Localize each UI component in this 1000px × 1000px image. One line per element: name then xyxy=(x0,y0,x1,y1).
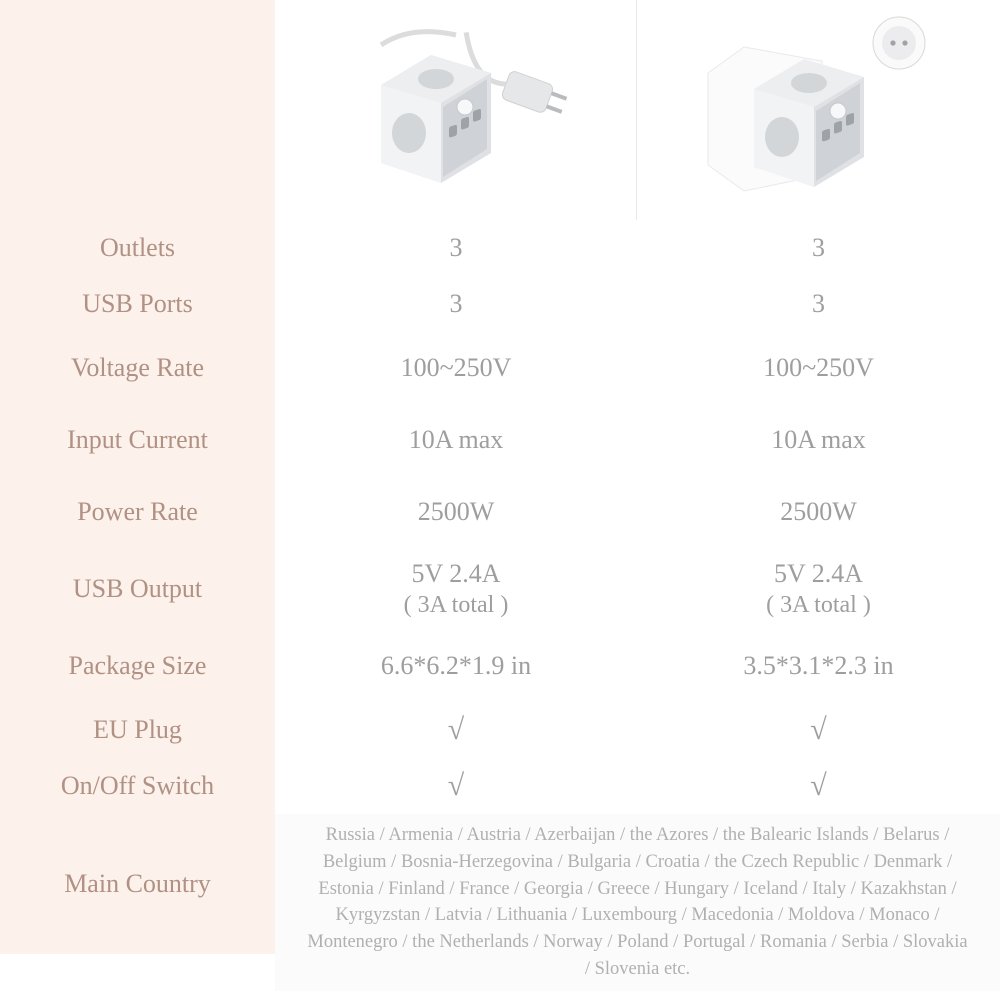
label-outlets: Outlets xyxy=(0,220,275,276)
p2-eu-plug: √ xyxy=(637,702,1000,758)
p1-input-current: 10A max xyxy=(275,404,637,476)
p1-usb-output: 5V 2.4A ( 3A total ) xyxy=(275,548,637,630)
cube-with-cord-icon xyxy=(321,15,591,205)
p2-usb-ports: 3 xyxy=(637,276,1000,332)
p1-usb-output-l2: ( 3A total ) xyxy=(404,590,509,620)
label-onoff: On/Off Switch xyxy=(0,758,275,814)
check-icon: √ xyxy=(448,711,464,749)
p2-usb-output: 5V 2.4A ( 3A total ) xyxy=(637,548,1000,630)
cube-wall-plug-icon xyxy=(684,15,954,205)
check-icon: √ xyxy=(448,767,464,805)
comparison-table: Outlets 3 3 USB Ports 3 3 Voltage Rate 1… xyxy=(0,0,1000,991)
p2-usb-output-l2: ( 3A total ) xyxy=(766,590,871,620)
p2-voltage: 100~250V xyxy=(637,332,1000,404)
label-input-current: Input Current xyxy=(0,404,275,476)
product2-image xyxy=(637,0,1000,220)
header-blank xyxy=(0,0,275,220)
label-main-country: Main Country xyxy=(0,814,275,954)
p1-usb-ports: 3 xyxy=(275,276,637,332)
main-country-list: Russia / Armenia / Austria / Azerbaijan … xyxy=(275,814,1000,991)
p2-input-current: 10A max xyxy=(637,404,1000,476)
p1-outlets: 3 xyxy=(275,220,637,276)
p2-outlets: 3 xyxy=(637,220,1000,276)
p2-package-size: 3.5*3.1*2.3 in xyxy=(637,630,1000,702)
p1-power-rate: 2500W xyxy=(275,476,637,548)
p2-power-rate: 2500W xyxy=(637,476,1000,548)
p1-onoff: √ xyxy=(275,758,637,814)
p1-voltage: 100~250V xyxy=(275,332,637,404)
label-voltage: Voltage Rate xyxy=(0,332,275,404)
label-package-size: Package Size xyxy=(0,630,275,702)
check-icon: √ xyxy=(810,711,826,749)
p2-onoff: √ xyxy=(637,758,1000,814)
p1-eu-plug: √ xyxy=(275,702,637,758)
label-usb-output: USB Output xyxy=(0,548,275,630)
label-power-rate: Power Rate xyxy=(0,476,275,548)
p1-package-size: 6.6*6.2*1.9 in xyxy=(275,630,637,702)
p1-usb-output-l1: 5V 2.4A xyxy=(411,558,500,591)
label-usb-ports: USB Ports xyxy=(0,276,275,332)
product1-image xyxy=(275,0,637,220)
label-eu-plug: EU Plug xyxy=(0,702,275,758)
check-icon: √ xyxy=(810,767,826,805)
p2-usb-output-l1: 5V 2.4A xyxy=(774,558,863,591)
